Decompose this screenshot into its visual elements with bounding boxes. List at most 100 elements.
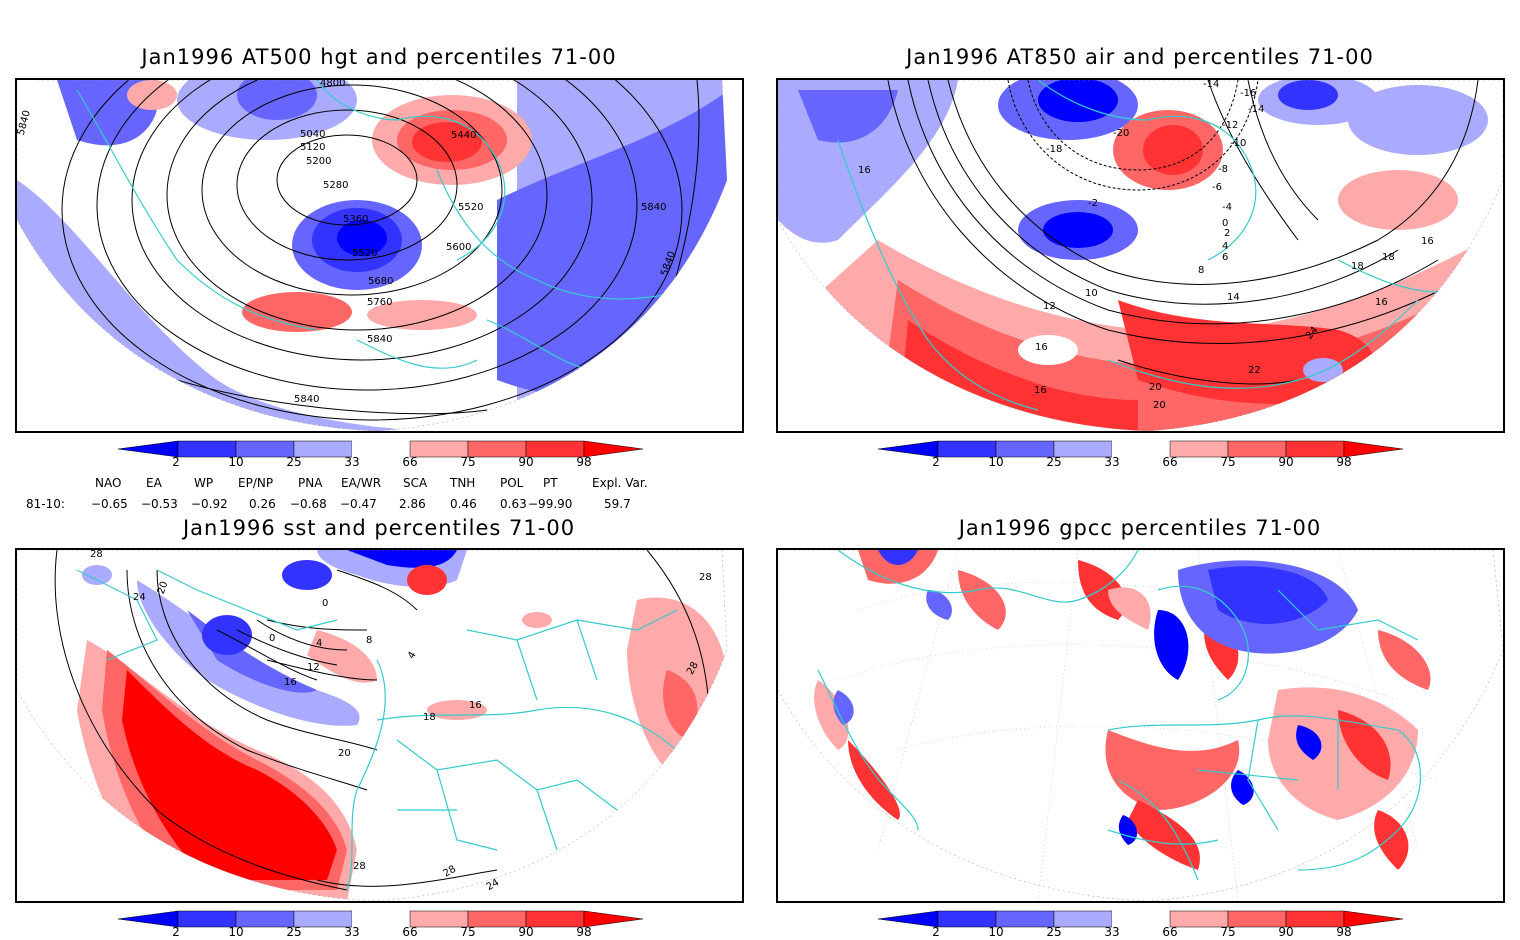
contour-label: 4 bbox=[316, 638, 322, 649]
colorbar-tick-label: 98 bbox=[576, 455, 592, 469]
index-header-eawr: EA/WR bbox=[341, 476, 382, 490]
contour-label: 0 bbox=[1222, 218, 1228, 229]
colorbar-tick-label: 90 bbox=[518, 455, 534, 469]
colorbar-tick-label: 75 bbox=[460, 455, 476, 469]
contour-label: 16 bbox=[1421, 236, 1434, 247]
colorbar-sst: 2 10 25 33 66 75 90 98 bbox=[117, 910, 644, 940]
contour-label: 28 bbox=[699, 572, 712, 583]
gpcc-wet-patches bbox=[814, 550, 1431, 870]
contour-label: 28 bbox=[90, 550, 103, 560]
contour-label: 16 bbox=[469, 700, 482, 711]
contour-label: 5680 bbox=[368, 276, 393, 287]
colorbar-tick-label: 10 bbox=[988, 925, 1004, 939]
colorbar-tick-label: 10 bbox=[988, 455, 1004, 469]
index-value-ea: −0.53 bbox=[141, 497, 178, 511]
index-value-sca: 2.86 bbox=[399, 497, 426, 511]
contour-label: -2 bbox=[1088, 198, 1098, 209]
contour-label: 5760 bbox=[367, 297, 392, 308]
contour-label: 5120 bbox=[300, 142, 325, 153]
colorbar-gpcc: 2 10 25 33 66 75 90 98 bbox=[877, 910, 1404, 940]
contour-label: 16 bbox=[284, 677, 297, 688]
contour-label: 0 bbox=[269, 633, 275, 644]
index-value-tnh: 0.46 bbox=[450, 497, 477, 511]
index-header-pt: PT bbox=[543, 476, 558, 490]
contour-label: -12 bbox=[1222, 120, 1238, 131]
colorbar-tick-label: 98 bbox=[1336, 925, 1352, 939]
index-header-tnh: TNH bbox=[450, 476, 476, 490]
colorbar-tick-label: 66 bbox=[402, 925, 418, 939]
colorbar-tick-label: 75 bbox=[1220, 455, 1236, 469]
contour-label: 5520 bbox=[458, 202, 483, 213]
colorbar-tick-label: 98 bbox=[576, 925, 592, 939]
colorbar-tick-label: 2 bbox=[172, 455, 180, 469]
contour-label: 28 bbox=[353, 861, 366, 872]
contour-label: -4 bbox=[1222, 202, 1232, 213]
contour-label: 4 bbox=[1222, 241, 1228, 252]
colorbar-swatches bbox=[877, 910, 1404, 928]
colorbar-tick-label: 25 bbox=[1046, 925, 1062, 939]
contour-label: -20 bbox=[1113, 128, 1129, 139]
index-header-explvar: Expl. Var. bbox=[592, 476, 648, 490]
index-header-sca: SCA bbox=[403, 476, 428, 490]
panel-title-850air: Jan1996 AT850 air and percentiles 71-00 bbox=[906, 45, 1374, 69]
colorbar-tick-label: 33 bbox=[344, 455, 360, 469]
contour-label: 5840 bbox=[294, 394, 319, 405]
colorbar-tick-label: 90 bbox=[1278, 925, 1294, 939]
colorbar-tick-label: 66 bbox=[402, 455, 418, 469]
colorbar-tick-label: 75 bbox=[1220, 925, 1236, 939]
map-500hgt: 4800 5040 5120 5200 5280 5360 5440 5520 … bbox=[15, 78, 744, 433]
index-row-label: 81-10: bbox=[26, 497, 65, 511]
contour-label: 20 bbox=[338, 748, 351, 759]
contour-label: 5200 bbox=[306, 156, 331, 167]
colorbar-tick-label: 2 bbox=[172, 925, 180, 939]
contour-label: 18 bbox=[1382, 252, 1395, 263]
colorbar-tick-label: 10 bbox=[228, 925, 244, 939]
colorbar-swatches bbox=[877, 440, 1404, 458]
contour-label: 5520 bbox=[352, 248, 377, 259]
contour-label: 16 bbox=[1035, 342, 1048, 353]
colorbar-tick-label: 10 bbox=[228, 455, 244, 469]
contour-label: 24 bbox=[133, 592, 146, 603]
colorbar-tick-label: 2 bbox=[932, 455, 940, 469]
index-value-epnp: 0.26 bbox=[249, 497, 276, 511]
contour-label: 16 bbox=[1375, 297, 1388, 308]
colorbar-tick-label: 90 bbox=[1278, 455, 1294, 469]
index-header-ea: EA bbox=[146, 476, 162, 490]
contour-label: 16 bbox=[858, 165, 871, 176]
contour-label: 2 bbox=[1224, 228, 1230, 239]
map-gpcc bbox=[776, 548, 1505, 903]
contour-label: 0 bbox=[322, 598, 328, 609]
contour-label: -8 bbox=[1218, 164, 1228, 175]
colorbar-swatches bbox=[117, 440, 644, 458]
contour-label: 18 bbox=[1351, 261, 1364, 272]
index-header-wp: WP bbox=[194, 476, 214, 490]
colorbar-tick-label: 25 bbox=[286, 925, 302, 939]
contour-label: -10 bbox=[1230, 138, 1246, 149]
colorbar-tick-label: 75 bbox=[460, 925, 476, 939]
contour-label: -6 bbox=[1212, 182, 1222, 193]
index-header-epnp: EP/NP bbox=[238, 476, 274, 490]
contour-label: 14 bbox=[1227, 292, 1240, 303]
contour-label: 4800 bbox=[320, 80, 345, 89]
contour-label: 5360 bbox=[343, 214, 368, 225]
contour-label: 10 bbox=[1085, 288, 1098, 299]
colorbar-tick-label: 33 bbox=[1104, 455, 1120, 469]
panel-title-gpcc: Jan1996 gpcc percentiles 71-00 bbox=[958, 516, 1322, 540]
contour-label: 20 bbox=[1153, 400, 1166, 411]
contour-label: -16 bbox=[1240, 88, 1256, 99]
map-sst: 28 24 20 0 0 4 8 12 16 20 16 18 28 28 28… bbox=[15, 548, 744, 903]
colorbar-tick-label: 66 bbox=[1162, 925, 1178, 939]
colorbar-tick-label: 33 bbox=[344, 925, 360, 939]
contour-label: 4 bbox=[406, 650, 419, 661]
colorbar-tick-label: 98 bbox=[1336, 455, 1352, 469]
contour-label: 8 bbox=[1198, 265, 1204, 276]
contour-label: 12 bbox=[307, 662, 320, 673]
contour-label: 12 bbox=[1043, 301, 1056, 312]
index-value-explvar: 59.7 bbox=[604, 497, 631, 511]
map-850air: -14 -16 -14 -12 -10 -8 -6 -4 -2 0 2 4 6 … bbox=[776, 78, 1505, 433]
colorbar-tick-label: 25 bbox=[286, 455, 302, 469]
index-header-nao: NAO bbox=[95, 476, 122, 490]
colorbar-tick-label: 33 bbox=[1104, 925, 1120, 939]
contour-label: 5600 bbox=[446, 242, 471, 253]
colorbar-850air: 2 10 25 33 66 75 90 98 bbox=[877, 440, 1404, 472]
